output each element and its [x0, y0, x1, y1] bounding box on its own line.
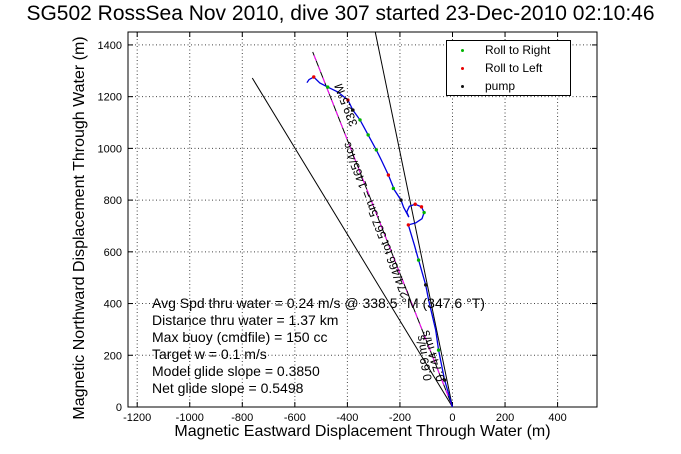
y-tick-label: 1000: [98, 143, 122, 155]
y-tick-label: 0: [116, 402, 122, 414]
legend-entry-label: pump: [485, 79, 516, 93]
y-tick-label: 800: [104, 195, 122, 207]
legend-entry-label: Roll to Right: [485, 43, 551, 57]
x-tick-label: 200: [496, 412, 514, 424]
x-axis-label: Magnetic Eastward Displacement Through W…: [174, 423, 551, 440]
stats-line: Model glide slope = 0.3850: [152, 363, 320, 379]
stats-line: Max buoy (cmdfile) = 150 cc: [152, 329, 328, 345]
left-sector-line: [251, 77, 453, 408]
marker-pump: [399, 198, 403, 202]
legend-marker-dot: [461, 85, 464, 88]
desired-course-line: [312, 51, 453, 408]
marker-roll-to-right: [358, 118, 362, 122]
y-axis-label: Magnetic Northward Displacement Through …: [71, 36, 88, 420]
marker-roll-to-left: [386, 173, 391, 177]
marker-roll-to-left: [346, 98, 350, 102]
marker-roll-to-right: [391, 186, 396, 191]
x-tick-label: -1200: [123, 412, 151, 424]
marker-roll-to-right: [366, 133, 370, 137]
axes-box: [127, 31, 598, 408]
marker-pump: [423, 283, 428, 287]
legend-entry-label: Roll to Left: [485, 61, 543, 75]
stats-line: Target w = 0.1 m/s: [152, 346, 267, 362]
marker-roll-to-left: [406, 223, 411, 227]
x-tick-label: -600: [284, 412, 306, 424]
marker-roll-to-right: [422, 210, 426, 215]
y-tick-label: 1400: [98, 40, 122, 52]
x-tick-label: -800: [231, 412, 253, 424]
marker-pump: [351, 108, 355, 112]
x-tick-label: -200: [389, 412, 411, 424]
stats-line: Distance thru water = 1.37 km: [152, 312, 339, 328]
marker-roll-to-left: [413, 202, 417, 206]
x-tick-label: -400: [336, 412, 358, 424]
legend-box: Roll to Right Roll to Left pump: [446, 40, 571, 96]
y-tick-label: 200: [104, 350, 122, 362]
y-tick-label: 600: [104, 247, 122, 259]
marker-pump: [442, 378, 447, 382]
stats-line: Avg Spd thru water = 0.24 m/s @ 338.5 °M…: [152, 295, 485, 311]
stats-annotation-block: Avg Spd thru water = 0.24 m/s @ 338.5 °M…: [152, 295, 485, 397]
right-sector-line: [374, 31, 453, 408]
plot-title: SG502 RossSea Nov 2010, dive 307 started…: [26, 2, 655, 25]
marker-roll-to-right: [416, 258, 421, 262]
y-tick-label: 400: [104, 299, 122, 311]
stats-line: Net glide slope = 0.5498: [152, 380, 304, 396]
marker-roll-to-left: [419, 205, 424, 209]
track-through-water: [306, 76, 454, 408]
marker-roll-to-right: [325, 85, 330, 89]
legend-entry: Roll to Left: [447, 59, 570, 77]
legend-entry: Roll to Right: [447, 41, 570, 59]
legend-entry: pump: [447, 77, 570, 95]
x-tick-label: -1000: [176, 412, 204, 424]
legend-marker-dot: [461, 67, 464, 70]
y-tick-label: 1200: [98, 92, 122, 104]
marker-roll-to-right: [374, 148, 378, 152]
marker-roll-to-right: [436, 348, 441, 352]
marker-roll-to-left: [312, 75, 316, 79]
x-tick-label: 0: [449, 412, 455, 424]
x-tick-label: 400: [548, 412, 566, 424]
legend-marker-dot: [461, 49, 464, 52]
